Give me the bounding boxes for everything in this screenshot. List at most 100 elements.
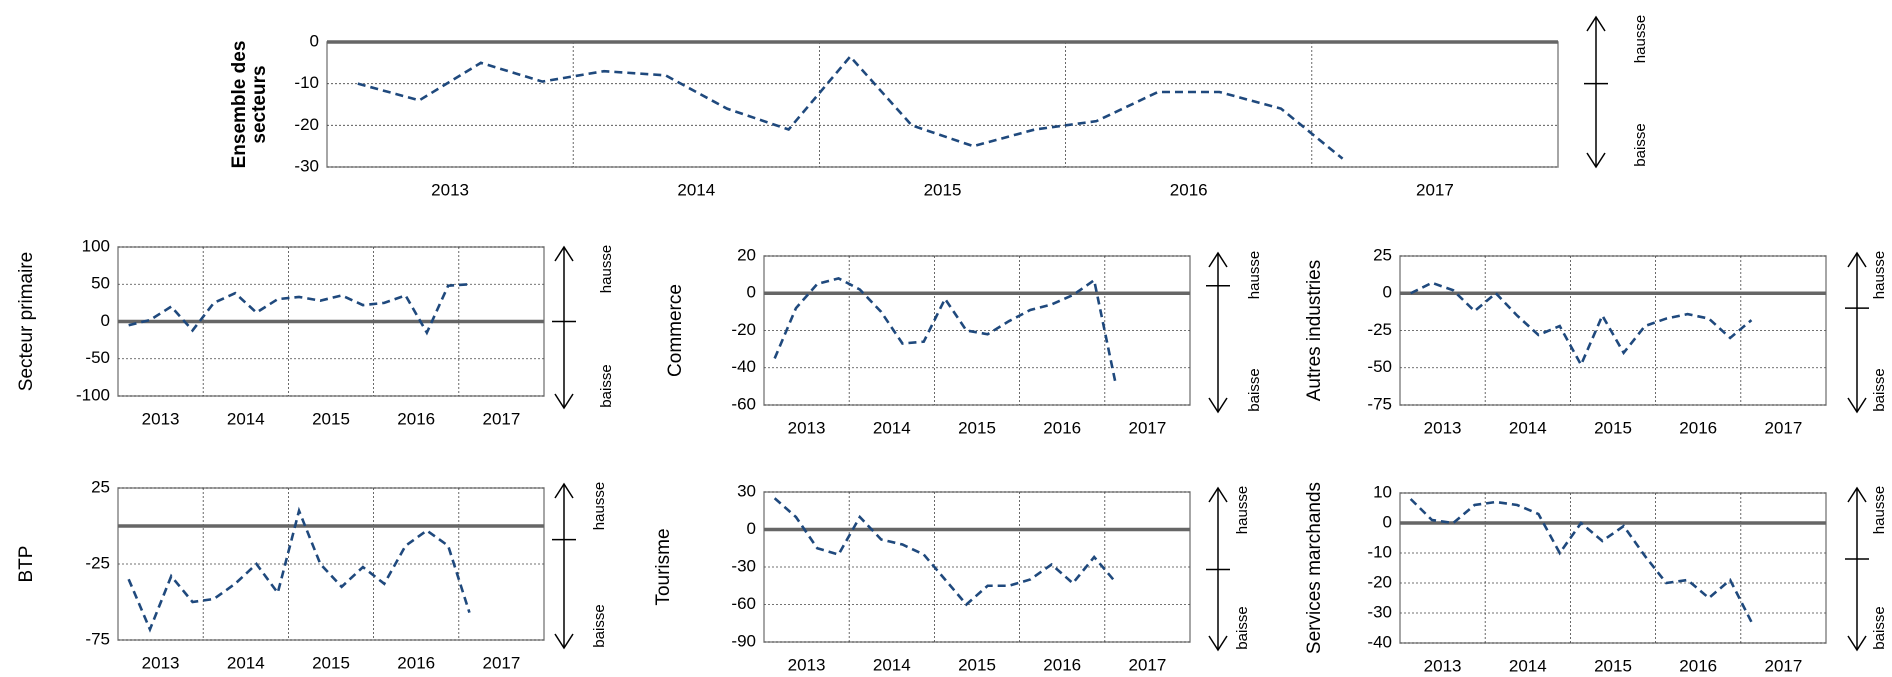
x-tick-label: 2013 xyxy=(1424,656,1462,675)
y-tick-label: -50 xyxy=(1367,357,1392,376)
arrow-head xyxy=(1847,486,1867,503)
x-tick-label: 2016 xyxy=(397,409,435,428)
data-line xyxy=(128,282,470,336)
x-tick-label: 2013 xyxy=(142,653,180,672)
arrow-head xyxy=(1586,15,1606,32)
x-tick-label: 2016 xyxy=(397,653,435,672)
gauge-down-label: baisse xyxy=(1871,606,1888,649)
y-axis-label: Commerce xyxy=(665,284,686,377)
y-axis-label: secteurs xyxy=(249,65,270,143)
x-tick-label: 2016 xyxy=(1679,418,1717,437)
x-tick-label: 2014 xyxy=(1509,418,1547,437)
gauge-up-label: hausse xyxy=(1871,486,1888,534)
plot-area xyxy=(1399,492,1827,644)
y-tick-label: -90 xyxy=(731,631,756,650)
x-tick-label: 2014 xyxy=(227,653,265,672)
gauge-down-label: baisse xyxy=(1234,606,1251,649)
y-tick-label: 100 xyxy=(82,236,110,255)
y-tick-label: -40 xyxy=(731,357,756,376)
x-tick-label: 2017 xyxy=(1764,418,1802,437)
y-tick-label: 0 xyxy=(747,519,756,538)
arrow-head xyxy=(1208,397,1228,414)
gauge-up-label: hausse xyxy=(598,245,615,293)
y-tick-label: -30 xyxy=(294,156,319,175)
x-tick-label: 2013 xyxy=(142,409,180,428)
y-tick-label: 0 xyxy=(310,31,319,50)
x-tick-label: 2013 xyxy=(788,655,826,674)
y-tick-label: -20 xyxy=(294,115,319,134)
gauge-up-label: hausse xyxy=(1246,251,1263,299)
x-tick-label: 2014 xyxy=(227,409,265,428)
gauge-up-label: hausse xyxy=(591,482,608,530)
arrow-head xyxy=(1208,486,1228,503)
y-axis-label: BTP xyxy=(16,546,37,583)
x-tick-label: 2017 xyxy=(482,653,520,672)
y-tick-label: 0 xyxy=(747,283,756,302)
x-tick-label: 2015 xyxy=(312,653,350,672)
y-tick-label: 30 xyxy=(737,481,756,500)
y-tick-label: -100 xyxy=(76,385,110,404)
arrow-head xyxy=(1208,635,1228,652)
y-tick-label: -20 xyxy=(1367,572,1392,591)
x-tick-label: 2016 xyxy=(1170,180,1208,199)
y-tick-label: -60 xyxy=(731,594,756,613)
arrow-head xyxy=(554,393,574,410)
y-tick-label: -20 xyxy=(731,320,756,339)
x-tick-label: 2017 xyxy=(482,409,520,428)
gauge-up-label: hausse xyxy=(1234,486,1251,534)
gauge-down-label: baisse xyxy=(1871,368,1888,411)
gauge-down-label: baisse xyxy=(1246,368,1263,411)
y-tick-label: -25 xyxy=(1367,320,1392,339)
gauge-up-label: hausse xyxy=(1632,15,1649,63)
x-tick-label: 2013 xyxy=(788,418,826,437)
data-line xyxy=(1410,281,1753,368)
y-axis-label: Ensemble des xyxy=(229,41,250,169)
x-tick-label: 2015 xyxy=(1594,656,1632,675)
gauge-down-label: baisse xyxy=(1632,123,1649,166)
y-tick-label: 10 xyxy=(1373,482,1392,501)
data-line xyxy=(1409,498,1753,623)
y-tick-label: -40 xyxy=(1367,632,1392,651)
arrow-head xyxy=(554,245,574,262)
x-tick-label: 2014 xyxy=(677,180,715,199)
x-tick-label: 2013 xyxy=(1424,418,1462,437)
arrow-head xyxy=(554,633,574,650)
x-tick-label: 2016 xyxy=(1679,656,1717,675)
x-tick-label: 2014 xyxy=(1509,656,1547,675)
x-tick-label: 2016 xyxy=(1043,418,1081,437)
data-line xyxy=(357,54,1344,160)
x-tick-label: 2015 xyxy=(312,409,350,428)
plot-area xyxy=(326,41,1559,168)
y-tick-label: 0 xyxy=(101,311,110,330)
x-tick-label: 2016 xyxy=(1043,655,1081,674)
x-tick-label: 2017 xyxy=(1128,418,1166,437)
y-axis-label: Tourisme xyxy=(653,528,674,605)
gauge-up-label: hausse xyxy=(1871,251,1888,299)
arrow-head xyxy=(1847,635,1867,652)
arrow-head xyxy=(1847,251,1867,268)
x-tick-label: 2014 xyxy=(873,418,911,437)
y-axis-label: Secteur primaire xyxy=(16,252,37,391)
arrow-head xyxy=(1847,397,1867,414)
arrow-head xyxy=(554,482,574,499)
y-tick-label: 25 xyxy=(91,477,110,496)
x-tick-label: 2015 xyxy=(924,180,962,199)
y-axis-label: Autres industries xyxy=(1304,260,1325,402)
x-tick-label: 2017 xyxy=(1128,655,1166,674)
x-tick-label: 2017 xyxy=(1416,180,1454,199)
y-tick-label: 50 xyxy=(91,274,110,293)
arrow-head xyxy=(1208,251,1228,268)
y-tick-label: -60 xyxy=(731,394,756,413)
arrow-head xyxy=(1586,152,1606,169)
data-line xyxy=(773,276,1117,383)
x-tick-label: 2013 xyxy=(431,180,469,199)
y-tick-label: -50 xyxy=(85,348,110,367)
y-tick-label: -10 xyxy=(1367,542,1392,561)
data-line xyxy=(127,506,471,633)
gauge-down-label: baisse xyxy=(591,604,608,647)
y-tick-label: -25 xyxy=(85,553,110,572)
y-tick-label: -75 xyxy=(1367,394,1392,413)
y-axis-label: Services marchands xyxy=(1304,482,1325,654)
